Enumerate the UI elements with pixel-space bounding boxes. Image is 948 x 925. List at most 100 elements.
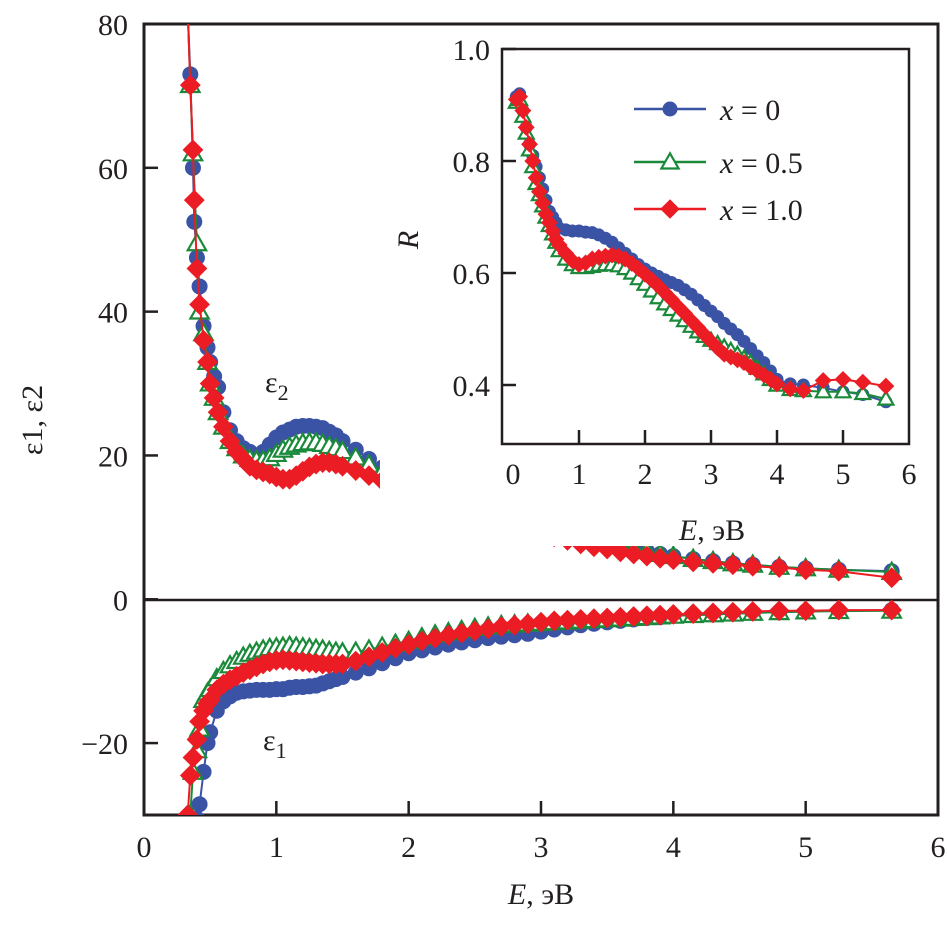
data-point	[854, 373, 872, 391]
legend-item: x = 1.0	[634, 194, 803, 227]
data-point	[186, 258, 208, 279]
data-point	[334, 668, 351, 685]
data-point	[524, 152, 542, 170]
data-point	[755, 366, 773, 384]
data-point	[702, 602, 724, 624]
annotation-epsilon-2: ε2	[265, 366, 289, 405]
data-point	[543, 610, 565, 632]
data-point	[722, 554, 744, 576]
data-point	[623, 255, 641, 272]
data-point	[360, 660, 377, 677]
inset-y-ticks: 0.4 0.6 0.8 1.0	[453, 34, 516, 403]
y-tick-label: 20	[98, 440, 128, 473]
y-tick-label: 40	[98, 297, 128, 330]
data-point	[794, 382, 812, 400]
data-point	[374, 655, 391, 672]
series-x-1-0-eps1	[177, 599, 903, 815]
y-tick-label: 0	[113, 584, 128, 617]
data-point	[742, 358, 760, 376]
data-point	[616, 250, 634, 268]
data-point	[623, 543, 645, 565]
data-point	[347, 664, 364, 681]
data-point	[649, 604, 671, 626]
legend-marker-triangle	[659, 151, 681, 170]
series-x-0-eps1	[189, 602, 900, 815]
data-point	[504, 614, 525, 636]
legend-label: x = 0.5	[719, 147, 803, 180]
data-point	[881, 567, 903, 589]
x-tick-label: 1	[572, 458, 587, 491]
inset-plot-frame	[500, 47, 911, 446]
data-point	[203, 387, 225, 409]
x-tick-label: 6	[902, 458, 917, 491]
series-x-1-0	[507, 88, 895, 400]
data-point	[795, 600, 817, 622]
data-point	[540, 214, 558, 232]
data-point	[610, 541, 631, 563]
data-point	[643, 271, 661, 289]
data-point	[656, 284, 674, 302]
data-point	[358, 465, 380, 486]
x-tick-label: 5	[798, 831, 813, 864]
main-x-axis-label: E, эВ	[507, 878, 574, 911]
data-point	[517, 118, 535, 136]
x-tick-label: 5	[836, 458, 851, 491]
x-tick-label: 4	[770, 458, 785, 491]
data-point	[722, 348, 740, 366]
data-point	[557, 244, 575, 262]
x-tick-label: 6	[931, 831, 946, 864]
inset-y-axis-label: R	[392, 231, 425, 250]
data-point	[596, 607, 618, 629]
inset-plot: 0 1 2 3 4 5 6 0.4 0.6 0.8 1.0 E, эВ R x = 0 x = 0.…	[380, 26, 936, 547]
data-point	[527, 169, 545, 187]
y-tick-label: 80	[98, 9, 128, 42]
x-tick-label: 2	[638, 458, 653, 491]
data-point	[178, 0, 196, 16]
data-point	[834, 370, 852, 388]
inset-x-ticks: 0 1 2 3 4 5 6	[506, 430, 917, 491]
data-point	[550, 236, 568, 254]
data-point	[521, 135, 538, 153]
data-point	[534, 194, 552, 212]
x-tick-label: 4	[666, 831, 681, 864]
data-point	[213, 416, 234, 438]
data-point	[676, 304, 694, 322]
inset-series	[506, 87, 896, 409]
x-tick-label: 1	[269, 831, 284, 864]
data-point	[514, 102, 532, 120]
data-point	[557, 609, 578, 631]
x-tick-label: 2	[401, 831, 416, 864]
data-point	[177, 804, 199, 815]
data-point	[179, 765, 201, 786]
x-tick-label: 0	[137, 831, 152, 864]
data-point	[742, 555, 764, 577]
data-point	[682, 551, 704, 573]
legend-marker-diamond	[660, 199, 680, 219]
data-point	[877, 377, 895, 395]
data-point	[199, 373, 221, 394]
data-point	[742, 601, 764, 622]
data-point	[451, 622, 472, 644]
main-y-ticks: −20 0 20 40 60 80	[81, 9, 158, 761]
data-point	[177, 0, 198, 20]
data-point	[689, 318, 707, 336]
legend-item: x = 0.5	[634, 147, 803, 180]
data-point	[702, 552, 724, 574]
data-point	[437, 624, 459, 646]
data-point	[623, 606, 645, 627]
data-point	[191, 796, 208, 813]
data-point	[662, 603, 684, 625]
data-point	[583, 608, 605, 630]
data-point	[715, 345, 733, 363]
data-point	[682, 312, 700, 330]
inset-x-axis-label: E, эВ	[678, 514, 745, 547]
y-tick-label: 0.6	[453, 258, 491, 291]
data-point	[813, 382, 833, 399]
data-point	[332, 653, 353, 675]
data-point	[853, 383, 873, 401]
main-x-ticks: 0 1 2 3 4 5 6	[137, 801, 946, 864]
data-point	[179, 74, 201, 96]
data-point	[490, 616, 512, 637]
data-point	[814, 372, 832, 389]
data-point	[544, 222, 562, 240]
